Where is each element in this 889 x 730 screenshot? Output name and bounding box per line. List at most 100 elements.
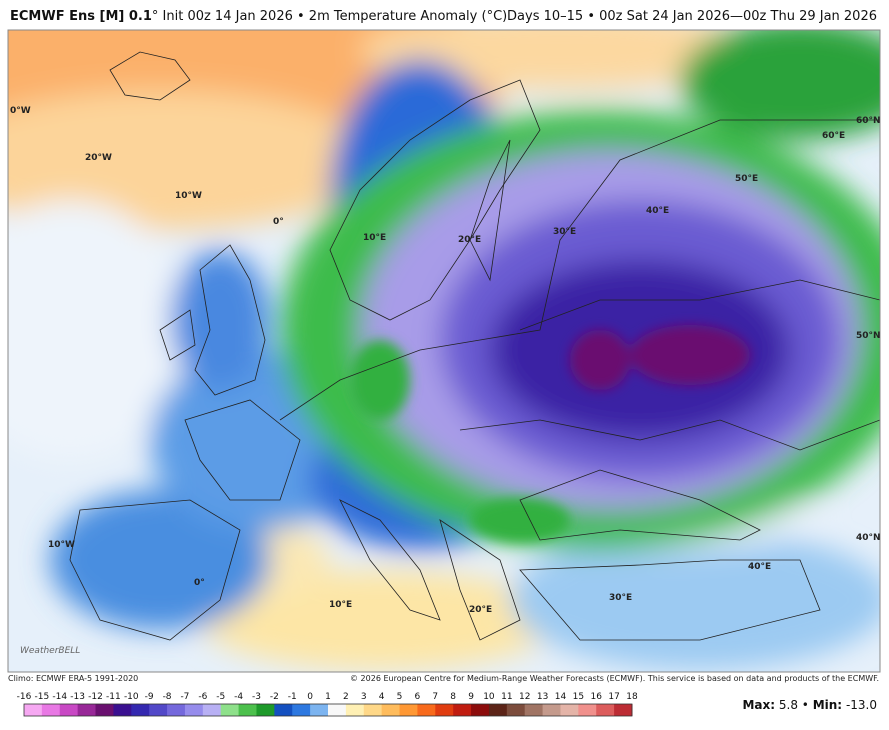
colorbar-label: 4 bbox=[379, 692, 385, 702]
grid-label: 60°E bbox=[822, 131, 845, 141]
colorbar-cell bbox=[167, 704, 186, 716]
climo-note: Climo: ECMWF ERA-5 1991-2020 bbox=[8, 674, 139, 683]
colorbar-cell bbox=[310, 704, 329, 716]
colorbar-cell bbox=[184, 704, 204, 716]
colorbar-frame bbox=[23, 703, 633, 717]
copyright: © 2026 European Centre for Medium-Range … bbox=[350, 674, 879, 683]
colorbar-label: 12 bbox=[519, 692, 530, 702]
title-detail: ° Init 00z 14 Jan 2026 • 2m Temperature … bbox=[151, 9, 508, 24]
colorbar-cell bbox=[113, 704, 132, 716]
grid-label: 20°W bbox=[85, 153, 112, 163]
colorbar-cell bbox=[542, 704, 561, 716]
colorbar-cell bbox=[292, 704, 311, 716]
colorbar-label: -15 bbox=[35, 692, 50, 702]
grid-label: 40°N bbox=[856, 533, 881, 543]
logo: WeatherBELL bbox=[20, 646, 80, 656]
colorbar-label: -10 bbox=[124, 692, 139, 702]
grid-label: 50°N bbox=[856, 331, 881, 341]
colorbar-cell bbox=[256, 704, 275, 716]
colorbar-label: 9 bbox=[468, 692, 474, 702]
colorbar-label: 6 bbox=[415, 692, 421, 702]
colorbar-label: -16 bbox=[17, 692, 32, 702]
colorbar-label: 10 bbox=[483, 692, 495, 702]
colorbar-label: -14 bbox=[52, 692, 67, 702]
colorbar-cell bbox=[41, 704, 61, 716]
grid-label: 20°E bbox=[458, 235, 481, 245]
coastlines bbox=[69, 51, 880, 641]
title-model: ECMWF Ens [M] 0.1 bbox=[10, 9, 152, 24]
colorbar-cell bbox=[399, 704, 418, 716]
colorbar-cell bbox=[59, 704, 79, 716]
colorbar-cell bbox=[363, 704, 383, 716]
colorbar-label: 14 bbox=[555, 692, 567, 702]
colorbar: -16 -15 -14 -13 -12 -11 -10 -9 -8 -7 -6 -5 -4 -3 -2 -1 0… bbox=[17, 692, 638, 717]
map-labels: 0°W 20°W 10°W 0° 10°E 20°E 30°E 40°E 50°E 60°E 60°… bbox=[10, 106, 881, 615]
colorbar-cell bbox=[220, 704, 240, 716]
colorbar-label: -13 bbox=[70, 692, 85, 702]
max-value: 5.8 bbox=[778, 698, 798, 712]
colorbar-label: -11 bbox=[106, 692, 121, 702]
colorbar-label: -6 bbox=[198, 692, 207, 702]
colorbar-cell bbox=[238, 704, 257, 716]
colorbar-label: 11 bbox=[501, 692, 512, 702]
colorbar-cell bbox=[435, 704, 454, 716]
colorbar-label: 5 bbox=[397, 692, 403, 702]
colorbar-label: -3 bbox=[252, 692, 261, 702]
colorbar-label: 17 bbox=[608, 692, 619, 702]
separator: • bbox=[801, 698, 809, 712]
colorbar-cell bbox=[506, 704, 526, 716]
colorbar-cell bbox=[488, 704, 508, 716]
colorbar-label: 0 bbox=[307, 692, 313, 702]
grid-label: 0°W bbox=[10, 106, 31, 116]
colorbar-cell bbox=[24, 704, 43, 716]
colorbar-label: 2 bbox=[343, 692, 349, 702]
grid-label: 10°E bbox=[329, 600, 352, 610]
colorbar-cell bbox=[77, 704, 97, 716]
colorbar-label: 15 bbox=[573, 692, 584, 702]
max-label: Max: bbox=[742, 698, 776, 712]
colorbar-cell bbox=[596, 704, 615, 716]
colorbar-cell bbox=[560, 704, 579, 716]
grid-label: 40°E bbox=[646, 206, 669, 216]
min-label: Min: bbox=[812, 698, 843, 712]
colorbar-label: 13 bbox=[537, 692, 548, 702]
colorbar-label: 16 bbox=[591, 692, 603, 702]
colorbar-cell bbox=[578, 704, 597, 716]
colorbar-cell bbox=[202, 704, 222, 716]
anomaly-field bbox=[8, 30, 880, 672]
colorbar-cell bbox=[149, 704, 168, 716]
colorbar-cell bbox=[453, 704, 472, 716]
colorbar-label: 3 bbox=[361, 692, 367, 702]
colorbar-label: 8 bbox=[450, 692, 456, 702]
grid-label: 10°W bbox=[175, 191, 202, 201]
grid-label: 20°E bbox=[469, 605, 492, 615]
colorbar-label: -9 bbox=[145, 692, 154, 702]
colorbar-cell bbox=[95, 704, 114, 716]
max-min: Max: 5.8 • Min: -13.0 bbox=[742, 698, 877, 712]
colorbar-cell bbox=[417, 704, 436, 716]
grid-label: 30°E bbox=[553, 227, 576, 237]
colorbar-label: -1 bbox=[288, 692, 297, 702]
colorbar-cell bbox=[274, 704, 293, 716]
colorbar-cell bbox=[471, 704, 490, 716]
title: ECMWF Ens [M] 0.1° Init 00z 14 Jan 2026 … bbox=[10, 9, 507, 24]
grid-label: 10°E bbox=[363, 233, 386, 243]
colorbar-label: -12 bbox=[88, 692, 103, 702]
grid-label: 50°E bbox=[735, 174, 758, 184]
colorbar-cell bbox=[524, 704, 544, 716]
colorbar-cell bbox=[131, 704, 150, 716]
colorbar-label: 18 bbox=[626, 692, 638, 702]
colorbar-label: 7 bbox=[432, 692, 438, 702]
colorbar-label: -4 bbox=[234, 692, 243, 702]
colorbar-cell bbox=[614, 704, 633, 716]
colorbar-label: -2 bbox=[270, 692, 279, 702]
grid-label: 0° bbox=[273, 217, 284, 227]
grid-label: 0° bbox=[194, 578, 205, 588]
grid-label: 40°E bbox=[748, 562, 771, 572]
colorbar-label: -8 bbox=[163, 692, 172, 702]
grid-label: 60°N bbox=[856, 116, 881, 126]
colorbar-label: -5 bbox=[216, 692, 225, 702]
colorbar-cell bbox=[381, 704, 401, 716]
